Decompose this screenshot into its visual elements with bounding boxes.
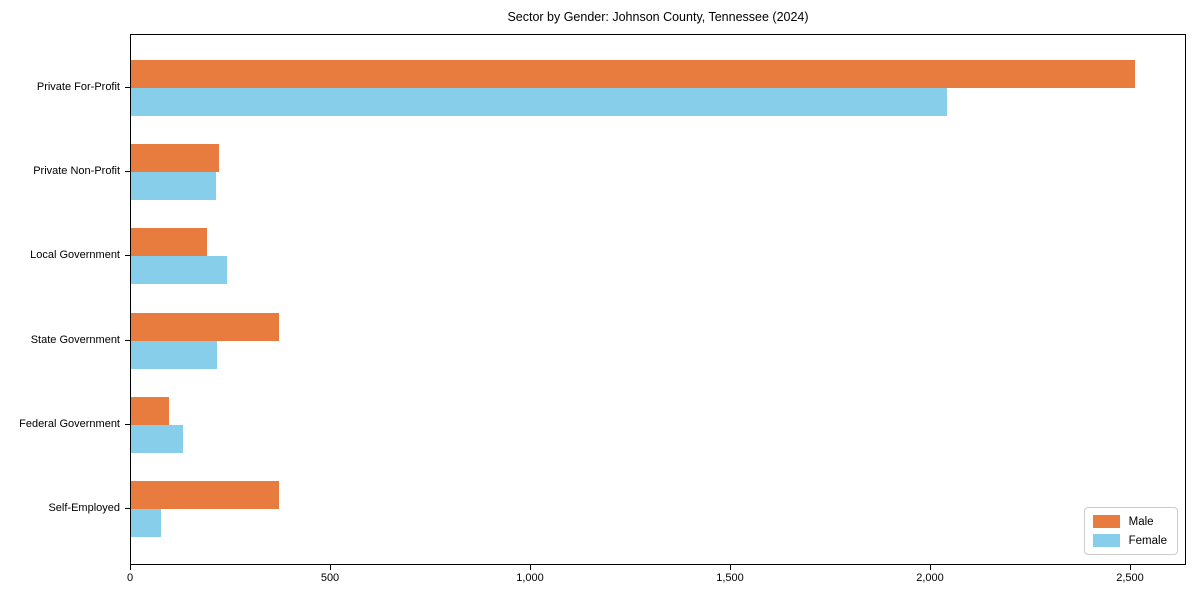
male-bar	[131, 396, 169, 425]
x-tick-mark	[1130, 565, 1131, 570]
y-tick-mark	[125, 171, 130, 173]
y-tick-mark	[125, 87, 130, 88]
female-bar	[131, 340, 217, 369]
bar-group	[131, 481, 1185, 537]
y-tick-label: Private For-Profit	[36, 81, 120, 93]
female-swatch-icon	[1092, 534, 1120, 547]
x-tick-mark	[330, 565, 331, 570]
x-tick-label: 2,000	[916, 572, 944, 584]
y-tick-mark	[125, 339, 130, 341]
x-tick-label: 1,500	[716, 572, 744, 584]
male-bar	[131, 312, 279, 341]
male-bar	[131, 481, 279, 509]
bar-group	[131, 60, 1185, 116]
y-tick-mark	[125, 508, 130, 509]
legend-label-male: Male	[1128, 515, 1154, 528]
chart-title: Sector by Gender: Johnson County, Tennes…	[507, 10, 809, 24]
y-tick-label: Federal Government	[19, 417, 120, 430]
male-swatch-icon	[1092, 515, 1120, 528]
male-bar	[131, 228, 207, 257]
male-bar	[131, 60, 1136, 88]
x-tick-mark	[530, 565, 531, 570]
female-bar	[131, 172, 216, 201]
female-bar	[131, 88, 948, 116]
bar-group	[131, 312, 1185, 369]
x-tick-label: 0	[126, 572, 134, 584]
bar-group	[131, 144, 1185, 201]
plot-area: Male Female	[130, 34, 1186, 565]
female-bar	[131, 509, 161, 537]
legend-item-female: Female	[1092, 534, 1167, 547]
bar-group	[131, 228, 1185, 285]
male-bar	[131, 144, 219, 173]
female-bar	[131, 424, 183, 453]
x-tick-mark	[130, 565, 131, 570]
legend-label-female: Female	[1128, 534, 1167, 547]
female-bar	[131, 256, 227, 285]
x-tick-label: 500	[320, 572, 340, 584]
legend: Male Female	[1083, 507, 1178, 555]
y-tick-label: State Government	[30, 333, 120, 346]
legend-item-male: Male	[1092, 515, 1167, 528]
y-tick-label: Self-Employed	[48, 502, 120, 514]
y-tick-mark	[125, 423, 130, 425]
y-tick-label: Local Government	[30, 249, 120, 262]
x-tick-label: 2,500	[1116, 572, 1144, 584]
y-tick-mark	[125, 255, 130, 257]
x-tick-mark	[730, 565, 731, 570]
y-tick-label: Private Non-Profit	[33, 165, 120, 178]
x-tick-label: 1,000	[516, 572, 544, 584]
bar-group	[131, 396, 1185, 453]
x-tick-mark	[930, 565, 931, 570]
